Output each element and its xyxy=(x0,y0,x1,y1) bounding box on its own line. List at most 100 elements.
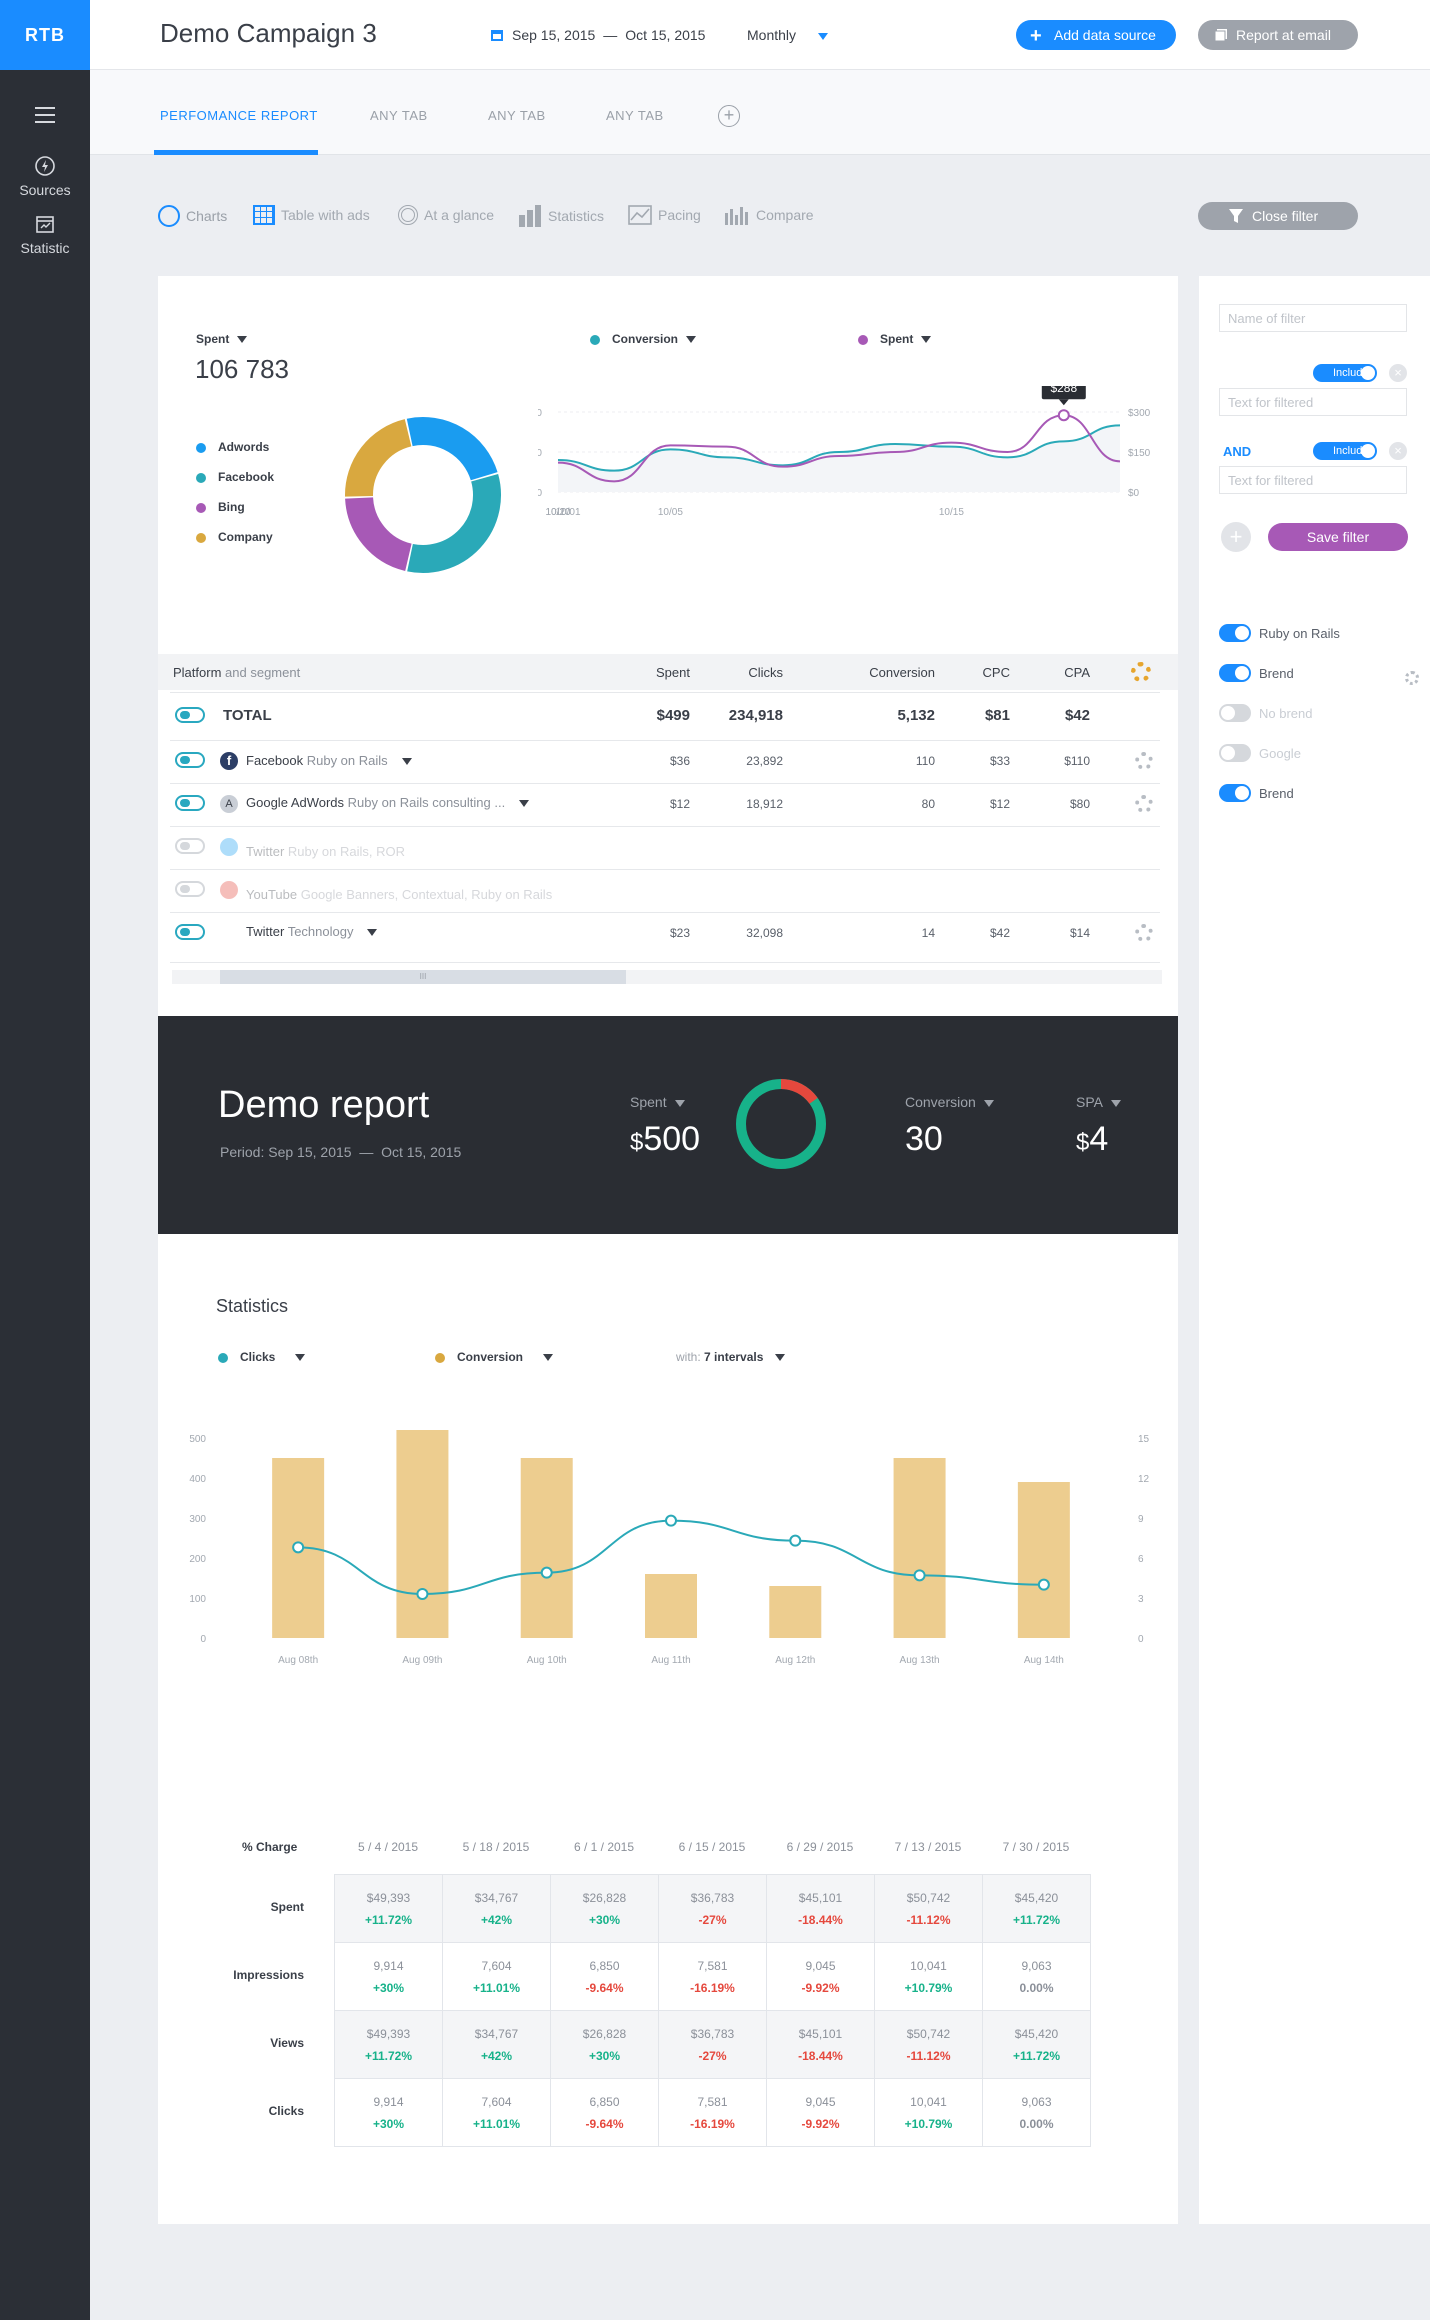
include-toggle[interactable]: Include xyxy=(1313,442,1377,460)
segment-toggle[interactable] xyxy=(1219,664,1251,682)
report-spa-dropdown[interactable]: SPA xyxy=(1076,1094,1121,1110)
report-spent-dropdown[interactable]: Spent xyxy=(630,1094,685,1110)
segment-toggle[interactable] xyxy=(1219,704,1251,722)
row-toggle[interactable] xyxy=(175,838,205,854)
legend-dot xyxy=(196,502,206,513)
sidebar-item-sources[interactable]: Sources xyxy=(0,155,90,198)
period-select[interactable]: Monthly xyxy=(747,27,828,43)
row-toggle[interactable] xyxy=(175,752,205,768)
change-table-cell: $50,742 -11.12% xyxy=(875,2011,983,2079)
spent-line-dropdown[interactable]: Spent xyxy=(858,332,932,346)
filter-text-input[interactable]: Text for filtered xyxy=(1219,466,1407,494)
currency-sign: $ xyxy=(1076,1129,1090,1156)
save-filter-button[interactable]: Save filter xyxy=(1268,523,1408,551)
menu-icon[interactable] xyxy=(35,107,55,123)
row-toggle[interactable] xyxy=(175,881,205,897)
currency-sign: $ xyxy=(630,1129,644,1156)
report-progress-ring xyxy=(736,1079,826,1169)
conversion-dropdown[interactable]: Conversion xyxy=(590,332,697,346)
conversion-stat-dropdown[interactable]: Conversion xyxy=(435,1350,554,1364)
table-settings-gear-icon[interactable] xyxy=(1131,662,1151,682)
row-toggle[interactable] xyxy=(175,924,205,940)
row-divider xyxy=(170,783,1160,784)
platform-row-value: 80 xyxy=(921,797,935,811)
cell-value: $50,742 xyxy=(906,1891,951,1905)
include-toggle[interactable]: Include xyxy=(1313,364,1377,382)
platform-row-value: $33 xyxy=(989,754,1010,768)
chevron-down-icon[interactable] xyxy=(367,929,378,937)
filter-name-input[interactable]: Name of filter xyxy=(1219,304,1407,332)
x-tick: 10/15 xyxy=(939,507,964,518)
segment-toggle[interactable] xyxy=(1219,744,1251,762)
view-tab-at-a-glance[interactable]: At a glance xyxy=(398,205,494,225)
remove-condition-icon[interactable]: × xyxy=(1389,442,1407,460)
clicks-point xyxy=(913,1569,926,1582)
table-header-cpa[interactable]: CPA xyxy=(1064,665,1090,680)
tab-any-2[interactable]: ANY TAB xyxy=(488,108,546,123)
legend-item: Adwords xyxy=(196,440,274,470)
table-header-conversion[interactable]: Conversion xyxy=(869,665,935,680)
view-tab-compare[interactable]: Compare xyxy=(724,205,814,225)
header-segment-label: and segment xyxy=(225,665,301,680)
change-table-date: 7 / 30 / 2015 xyxy=(1002,1840,1070,1854)
chevron-down-icon[interactable] xyxy=(519,800,530,808)
view-tab-table[interactable]: Table with ads xyxy=(253,205,370,225)
cell-value: 7,604 xyxy=(481,1959,512,1973)
report-email-button[interactable]: Report at email xyxy=(1198,20,1358,50)
legend-dot xyxy=(196,442,206,453)
horizontal-scrollbar[interactable]: III xyxy=(172,970,1162,984)
spent-dropdown[interactable]: Spent xyxy=(196,332,248,346)
chevron-down-icon[interactable] xyxy=(401,758,412,766)
view-tab-charts[interactable]: Charts xyxy=(158,205,227,227)
change-table-cell: 9,914 +30% xyxy=(335,1943,443,2011)
and-operator[interactable]: AND xyxy=(1223,444,1252,459)
cell-change: -9.92% xyxy=(801,2117,840,2131)
row-settings-gear-icon[interactable] xyxy=(1135,752,1153,770)
platform-row-name[interactable]: Twitter Technology xyxy=(220,924,378,939)
segment-toggle[interactable] xyxy=(1219,784,1251,802)
sidebar-item-statistic[interactable]: Statistic xyxy=(0,213,90,256)
add-tab-icon[interactable]: + xyxy=(718,105,740,127)
row-divider xyxy=(170,740,1160,741)
cell-value: 7,604 xyxy=(481,2095,512,2109)
segment-settings-gear-icon[interactable] xyxy=(1405,671,1419,685)
platform-row-name[interactable]: A Google AdWords Ruby on Rails consulting… xyxy=(220,795,530,813)
change-table-cell: 7,581 -16.19% xyxy=(659,1943,767,2011)
x-tick: 10/20 xyxy=(545,507,570,518)
table-header-cpc[interactable]: CPC xyxy=(982,665,1010,680)
tab-performance-report[interactable]: PERFOMANCE REPORT xyxy=(160,108,318,123)
cell-value: $36,783 xyxy=(690,2027,735,2041)
segment-toggle[interactable] xyxy=(1219,624,1251,642)
view-tab-pacing[interactable]: Pacing xyxy=(628,205,701,225)
logo[interactable]: RTB xyxy=(0,0,90,70)
clicks-dropdown[interactable]: Clicks xyxy=(218,1350,306,1364)
remove-condition-icon[interactable]: × xyxy=(1389,364,1407,382)
tab-any-3[interactable]: ANY TAB xyxy=(606,108,664,123)
compare-icon xyxy=(725,207,748,225)
report-conversion-dropdown[interactable]: Conversion xyxy=(905,1094,994,1110)
filter-text-input[interactable]: Text for filtered xyxy=(1219,388,1407,416)
table-header-clicks[interactable]: Clicks xyxy=(748,665,783,680)
platform-row-name[interactable]: f Facebook Ruby on Rails xyxy=(220,752,412,770)
x-tick: Aug 13th xyxy=(900,1655,940,1666)
intervals-dropdown[interactable]: with: 7 intervals xyxy=(676,1350,786,1364)
row-toggle[interactable] xyxy=(175,795,205,811)
add-condition-icon[interactable]: + xyxy=(1221,522,1251,552)
close-filter-button[interactable]: Close filter xyxy=(1198,202,1358,230)
with-label: with: xyxy=(676,1350,701,1364)
row-settings-gear-icon[interactable] xyxy=(1135,795,1153,813)
tab-any-1[interactable]: ANY TAB xyxy=(370,108,428,123)
include-label: Include xyxy=(1333,367,1369,379)
platform-row-name[interactable]: YouTube Google Banners, Contextual, Ruby… xyxy=(220,881,552,902)
scrollbar-thumb[interactable]: III xyxy=(220,970,626,984)
date-range[interactable]: Sep 15, 2015 — Oct 15, 2015 xyxy=(490,27,705,43)
add-data-source-button[interactable]: + Add data source xyxy=(1016,20,1176,50)
total-toggle[interactable] xyxy=(175,707,205,723)
overview-card: Spent 106 783 Adwords Facebook Bing Comp… xyxy=(158,276,1178,1016)
row-settings-gear-icon[interactable] xyxy=(1135,924,1153,942)
bar-aug-12th xyxy=(769,1586,822,1638)
table-header-spent[interactable]: Spent xyxy=(656,665,690,680)
platform-row-name[interactable]: Twitter Ruby on Rails, ROR xyxy=(220,838,405,859)
view-tab-statistics[interactable]: Statistics xyxy=(518,205,604,227)
donut-slice-adwords xyxy=(406,417,498,481)
